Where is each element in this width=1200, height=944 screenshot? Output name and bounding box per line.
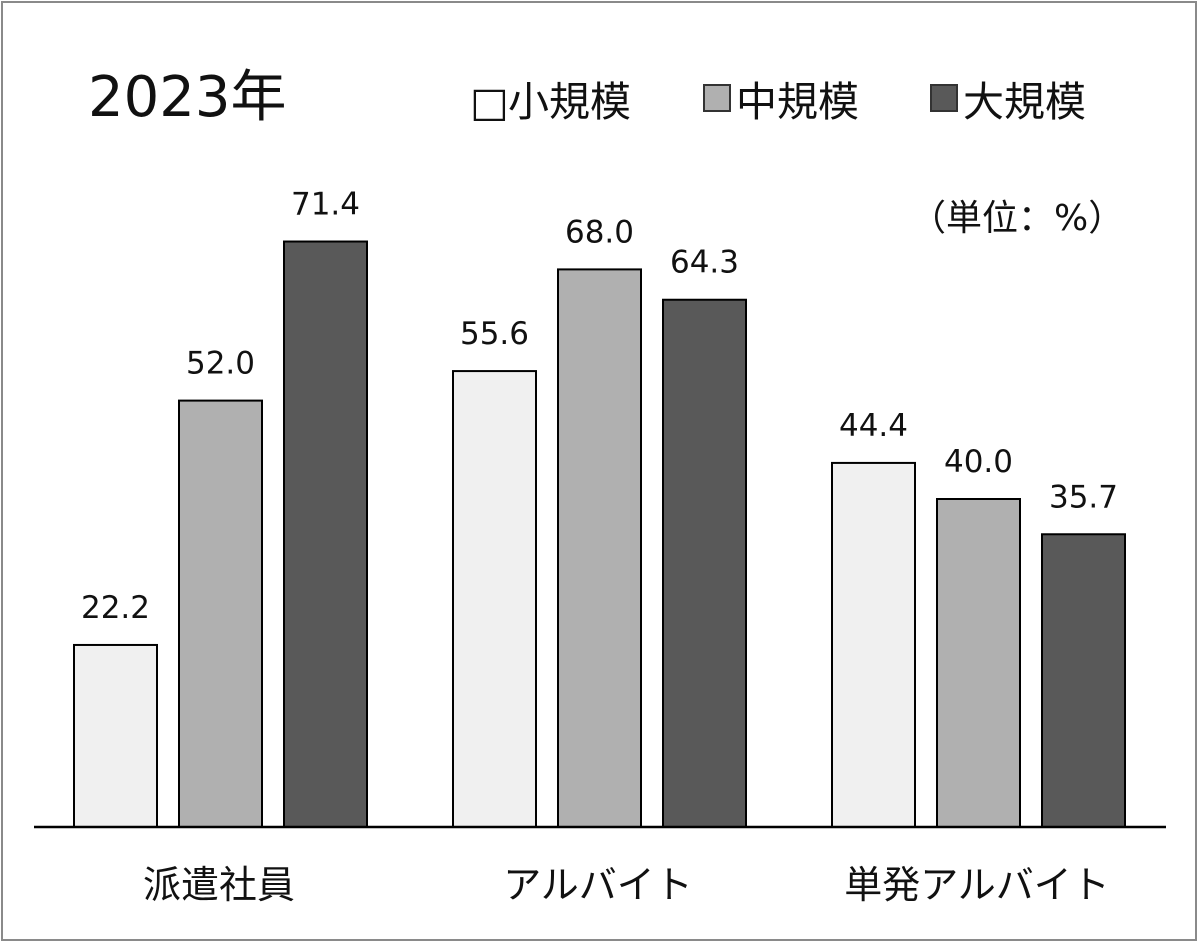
legend-item-large: 大規模 <box>930 78 1086 126</box>
value-label-small-0: 22.2 <box>81 590 150 626</box>
chart-title: 2023年 <box>88 65 287 130</box>
bar-medium-2 <box>936 498 1021 828</box>
category-label-0: 派遣社員 <box>143 863 295 907</box>
legend-label-medium: 中規模 <box>736 78 859 126</box>
legend-item-medium: 中規模 <box>703 78 859 126</box>
bar-medium-0 <box>178 399 263 828</box>
value-label-large-0: 71.4 <box>291 187 360 223</box>
value-label-large-1: 64.3 <box>670 245 739 281</box>
value-label-small-1: 55.6 <box>460 316 529 352</box>
legend-swatch-medium <box>703 84 731 112</box>
value-label-medium-1: 68.0 <box>565 214 634 250</box>
bars-group <box>73 240 1126 829</box>
value-label-small-2: 44.4 <box>839 408 908 444</box>
unit-label: （単位：%） <box>910 198 1124 239</box>
legend: □ 小規模 中規模 大規模 <box>470 78 1086 126</box>
legend-label-small: 小規模 <box>508 78 631 126</box>
category-labels-group: 派遣社員 アルバイト 単発アルバイト <box>143 863 1110 907</box>
value-label-medium-0: 52.0 <box>186 346 255 382</box>
bar-small-1 <box>452 370 537 828</box>
legend-label-large: 大規模 <box>963 78 1086 126</box>
bar-small-0 <box>73 643 158 829</box>
bar-small-2 <box>831 461 916 828</box>
legend-marker: □ <box>470 78 509 126</box>
bar-medium-1 <box>557 268 642 828</box>
legend-swatch-large <box>930 84 958 112</box>
bar-large-2 <box>1041 533 1126 828</box>
bar-large-0 <box>283 240 368 828</box>
value-label-medium-2: 40.0 <box>944 444 1013 480</box>
category-label-1: アルバイト <box>503 863 693 907</box>
value-labels-group: 22.2 52.0 71.4 55.6 68.0 64.3 44.4 40.0 35.7 <box>81 187 1118 626</box>
category-label-2: 単発アルバイト <box>844 863 1110 907</box>
value-label-large-2: 35.7 <box>1049 479 1118 515</box>
legend-item-small: □ 小規模 <box>470 78 631 126</box>
bar-large-1 <box>662 298 747 828</box>
